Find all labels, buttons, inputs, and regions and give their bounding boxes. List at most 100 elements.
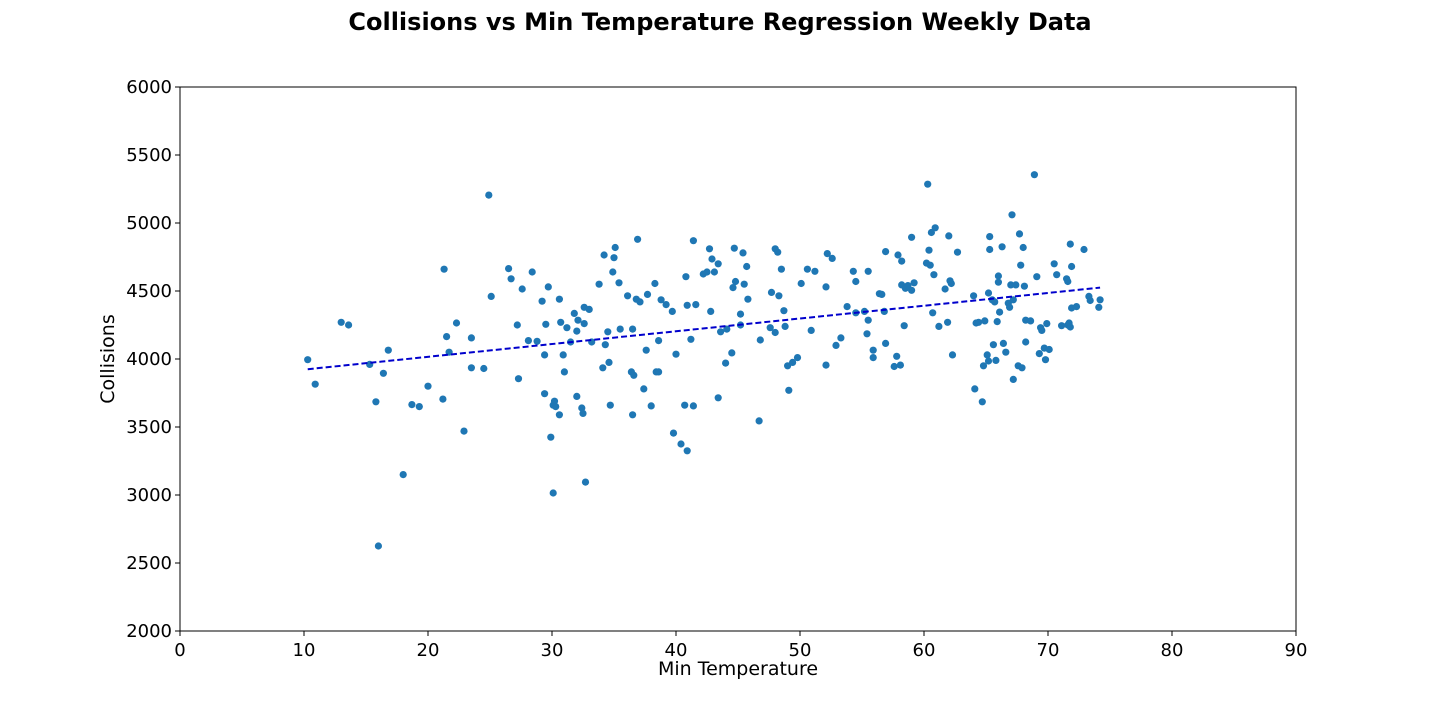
data-point <box>896 361 905 369</box>
data-point <box>399 471 407 479</box>
data-point <box>992 356 1000 364</box>
data-point <box>756 336 764 344</box>
data-point <box>1027 317 1035 325</box>
data-point <box>970 292 978 300</box>
data-point <box>544 283 552 291</box>
data-point <box>766 324 774 332</box>
data-point <box>643 290 652 298</box>
data-point <box>1009 375 1017 383</box>
data-point <box>1068 262 1076 271</box>
data-point <box>979 362 988 370</box>
data-point <box>998 243 1006 251</box>
data-point <box>600 251 608 259</box>
x-axis-label: Min Temperature <box>658 658 818 680</box>
data-point <box>781 322 789 330</box>
data-points <box>304 171 1104 550</box>
x-tick-label: 20 <box>417 640 440 661</box>
data-point <box>552 403 560 411</box>
data-point <box>518 285 526 293</box>
data-point <box>714 260 722 268</box>
y-axis-label: Collisions <box>97 314 119 403</box>
data-point <box>771 328 779 337</box>
data-point <box>1050 260 1058 268</box>
data-point <box>615 279 623 287</box>
data-point <box>629 325 637 333</box>
data-point <box>971 385 979 393</box>
data-point <box>947 279 955 288</box>
data-point <box>1053 271 1061 279</box>
data-point <box>528 268 536 276</box>
x-tick-label: 60 <box>913 640 936 661</box>
data-point <box>555 411 564 419</box>
data-point <box>730 244 738 252</box>
data-point <box>984 357 993 365</box>
data-point <box>610 254 618 262</box>
data-point <box>611 243 619 252</box>
data-point <box>636 298 644 306</box>
data-point <box>655 337 663 345</box>
data-point <box>514 375 523 383</box>
data-point <box>634 235 642 243</box>
data-point <box>1015 230 1024 238</box>
data-point <box>900 322 908 330</box>
data-point <box>1007 281 1015 289</box>
data-point <box>945 232 953 240</box>
data-point <box>1019 243 1027 252</box>
data-point <box>452 319 461 327</box>
data-point <box>780 307 788 315</box>
data-point <box>993 318 1001 326</box>
data-point <box>767 288 776 296</box>
y-tick-label: 6000 <box>126 77 172 98</box>
data-point <box>843 303 851 311</box>
data-point <box>755 417 763 425</box>
plot-area <box>179 86 1297 632</box>
data-point <box>869 346 877 354</box>
data-point <box>828 254 836 262</box>
data-point <box>555 295 564 303</box>
data-point <box>1095 303 1103 311</box>
data-point <box>692 301 700 309</box>
data-point <box>908 286 916 294</box>
data-point <box>837 334 845 342</box>
data-point <box>337 318 345 326</box>
data-point <box>863 330 871 338</box>
data-point <box>774 248 782 256</box>
data-point <box>1080 245 1088 254</box>
y-tick-label: 5000 <box>126 213 172 234</box>
data-point <box>722 359 730 367</box>
data-point <box>415 403 423 411</box>
data-point <box>994 278 1003 286</box>
data-point <box>677 440 685 448</box>
data-point <box>578 404 586 412</box>
data-point <box>986 245 994 254</box>
data-point <box>647 402 655 410</box>
data-point <box>374 542 382 550</box>
data-point <box>1035 350 1043 358</box>
data-point <box>996 308 1004 316</box>
data-point <box>882 339 890 347</box>
data-point <box>1022 338 1030 346</box>
data-point <box>926 261 934 269</box>
x-tick-label: 10 <box>293 640 316 661</box>
data-point <box>707 307 715 315</box>
data-point <box>570 309 578 317</box>
data-point <box>1009 296 1017 304</box>
regression-line <box>307 286 1101 371</box>
data-point <box>563 324 571 332</box>
data-point <box>559 351 567 359</box>
data-point <box>541 390 549 398</box>
y-axis-ticks: 2000 2500 3000 3500 4000 4500 5000 5500 6000 <box>126 77 180 642</box>
data-point <box>601 341 609 349</box>
data-point <box>467 364 475 372</box>
data-point <box>1002 348 1010 356</box>
data-point <box>935 322 943 330</box>
data-point <box>705 245 714 253</box>
data-point <box>624 292 632 300</box>
data-point <box>408 401 416 409</box>
y-tick-label: 2000 <box>126 621 172 642</box>
data-point <box>822 361 830 369</box>
data-point <box>1086 296 1094 305</box>
data-point <box>304 356 312 364</box>
data-point <box>642 346 650 354</box>
